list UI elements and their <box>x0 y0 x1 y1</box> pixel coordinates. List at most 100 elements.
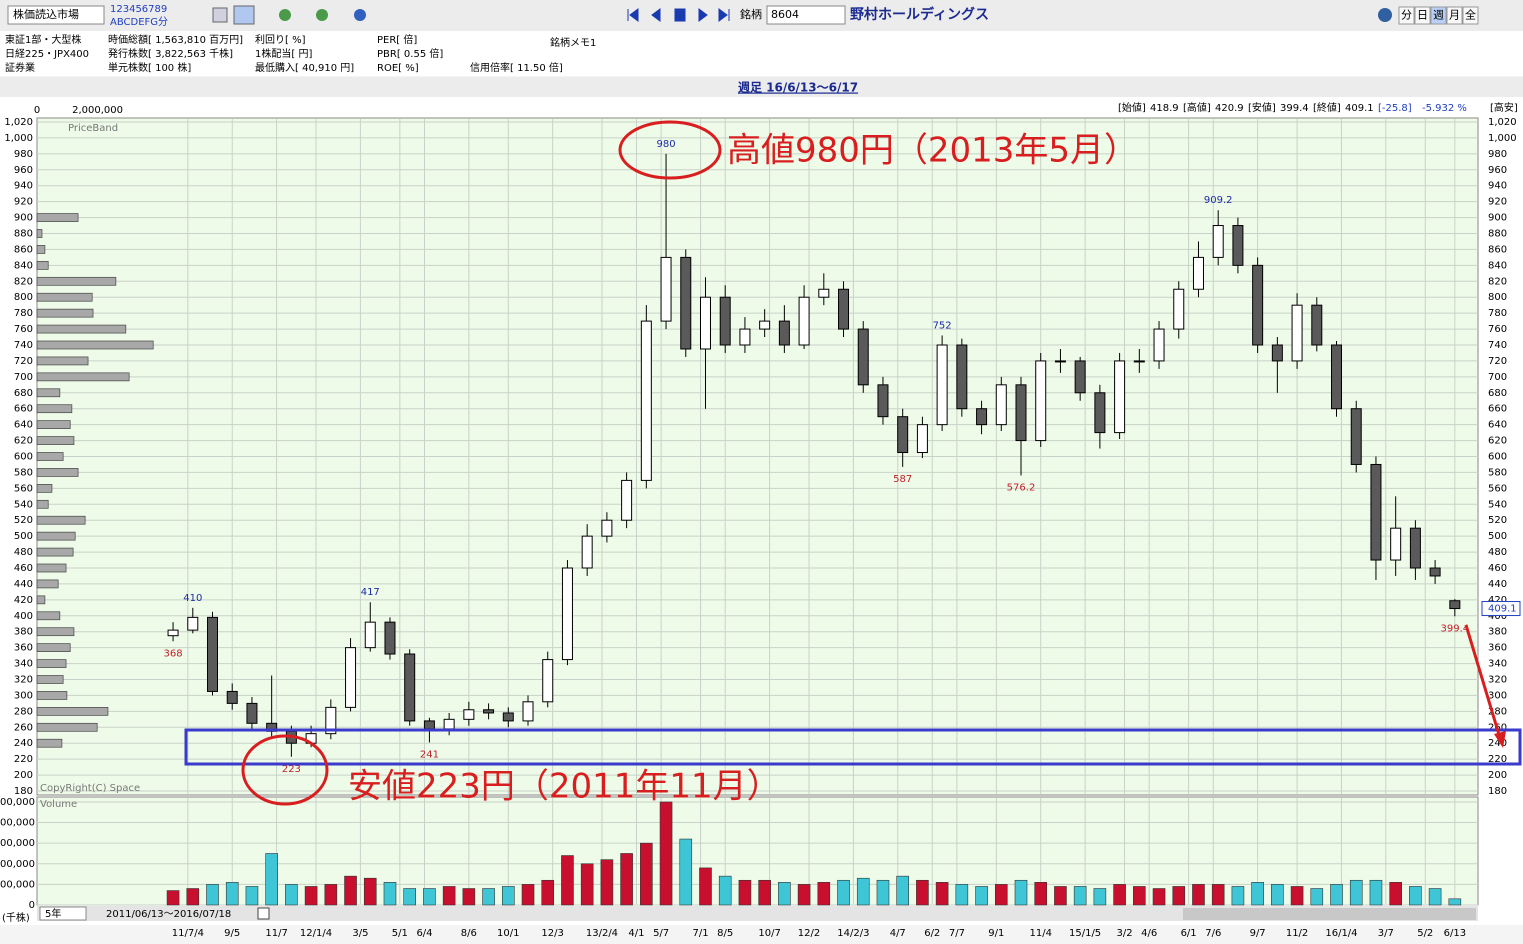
period-button[interactable] <box>1398 6 1415 25</box>
y-tick-label: 1,020 <box>4 117 33 128</box>
volume-bar <box>758 879 771 906</box>
candle-body <box>956 344 968 410</box>
x-tick-label: 8/6 <box>461 928 477 939</box>
candle-body <box>680 256 692 350</box>
y-tick-label: 400 <box>14 611 33 622</box>
digit-buttons[interactable]: 123456789 <box>110 4 167 15</box>
priceband-bar <box>36 452 64 461</box>
icon[interactable] <box>354 9 366 21</box>
x-tick-label: 6/4 <box>416 928 432 939</box>
period-button-text[interactable]: 日 <box>1417 9 1428 22</box>
y-tick-label: 880 <box>14 229 33 240</box>
priceband-bar <box>36 563 67 573</box>
icon[interactable] <box>233 5 255 25</box>
priceband-bar <box>36 276 117 286</box>
period-button-text[interactable]: 分 <box>1401 9 1412 22</box>
volume-bar <box>423 888 436 906</box>
y2-tick-label: 820 <box>1488 276 1507 287</box>
y-tick-label: 900 <box>14 213 33 224</box>
period-button[interactable] <box>1414 6 1431 25</box>
volume-bar <box>501 886 515 906</box>
icon[interactable] <box>1378 8 1392 22</box>
volume-tick-label: 00,000 <box>0 838 35 849</box>
ohlc-label: [高値] <box>1183 101 1211 114</box>
y2-tick-label: 540 <box>1488 499 1507 510</box>
ohlc-value: 399.4 <box>1280 103 1309 114</box>
volume-bar <box>225 882 239 906</box>
volume-bar <box>1448 898 1462 906</box>
x-tick-label: 12/2 <box>798 928 820 939</box>
priceband-bar <box>36 388 61 398</box>
price-tag <box>1481 601 1521 617</box>
candle-body <box>1094 392 1106 434</box>
hl-label: [高安] <box>1490 101 1518 114</box>
candle-body <box>759 320 771 330</box>
x-tick-label: 13/2/4 <box>586 928 618 939</box>
candle-body <box>1212 225 1224 258</box>
icon[interactable] <box>279 9 291 21</box>
priceband-bar <box>36 499 49 509</box>
icon[interactable] <box>316 9 328 21</box>
y-tick-label: 420 <box>14 595 33 606</box>
range-text[interactable]: 5年 <box>45 907 61 920</box>
candle-body <box>1409 527 1421 569</box>
code-text[interactable]: 8604 <box>771 8 799 21</box>
candle-body <box>739 328 751 346</box>
x-tick-label: 4/7 <box>890 928 906 939</box>
code-input[interactable] <box>766 5 846 25</box>
range-select[interactable] <box>39 906 87 921</box>
low-label: 399.4 <box>1441 623 1470 634</box>
y-tick-label: 260 <box>14 722 33 733</box>
market-select-text[interactable]: 株価読込市場 <box>13 7 79 21</box>
candle-body <box>621 479 633 521</box>
scrollbar[interactable] <box>1183 908 1476 920</box>
candle-body <box>1114 360 1126 434</box>
y2-tick-label: 600 <box>1488 452 1507 463</box>
candle-body <box>1054 360 1066 363</box>
y2-tick-label: 620 <box>1488 436 1507 447</box>
memo[interactable]: 銘柄メモ1 <box>550 36 596 49</box>
period-button[interactable] <box>1446 6 1463 25</box>
priceband-bar <box>36 436 75 445</box>
period-button-text[interactable]: 月 <box>1449 9 1460 22</box>
info-text: 証券業 <box>5 61 35 74</box>
candle-body <box>660 256 672 322</box>
volume-bar <box>1428 888 1442 906</box>
candle-body <box>483 709 495 714</box>
priceband-bar <box>36 691 68 700</box>
priceband-tick-label: 2,000,000 <box>72 105 123 116</box>
period-button-text[interactable]: 週 <box>1433 9 1444 22</box>
y-tick-label: 1,000 <box>4 133 33 144</box>
candle-body <box>897 416 909 454</box>
checkbox[interactable] <box>257 907 270 920</box>
volume-bar <box>640 842 653 906</box>
icon[interactable] <box>212 7 228 23</box>
period-button-text[interactable]: 全 <box>1465 8 1476 22</box>
x-tick-label: 9/1 <box>988 928 1004 939</box>
volume-bar <box>1389 882 1402 906</box>
market-select[interactable] <box>7 5 105 25</box>
candle-body <box>916 424 928 454</box>
volume-tick-label: 00,000 <box>0 818 35 829</box>
nav-buttons[interactable] <box>627 8 730 22</box>
volume-bar <box>817 882 831 906</box>
period-button[interactable] <box>1462 6 1479 25</box>
candle-body <box>818 288 830 298</box>
candle-body <box>423 720 435 730</box>
priceband-bar <box>36 308 94 318</box>
priceband-bar <box>36 484 53 493</box>
x-tick-label: 7/6 <box>1205 928 1221 939</box>
period-button[interactable] <box>1430 6 1447 25</box>
y-tick-label: 320 <box>14 675 33 686</box>
y2-tick-label: 780 <box>1488 308 1507 319</box>
priceband-label: PriceBand <box>68 123 118 134</box>
volume-bar <box>600 859 614 906</box>
low-circle <box>241 734 329 806</box>
volume-bar <box>1211 884 1225 906</box>
y-tick-label: 980 <box>14 149 33 160</box>
y-tick-label: 480 <box>14 547 33 558</box>
y-tick-label: 560 <box>14 483 33 494</box>
letter-buttons[interactable]: ABCDEFG分 <box>110 16 168 28</box>
y2-tick-label: 1,020 <box>1488 117 1517 128</box>
x-tick-label: 12/3 <box>541 928 563 939</box>
